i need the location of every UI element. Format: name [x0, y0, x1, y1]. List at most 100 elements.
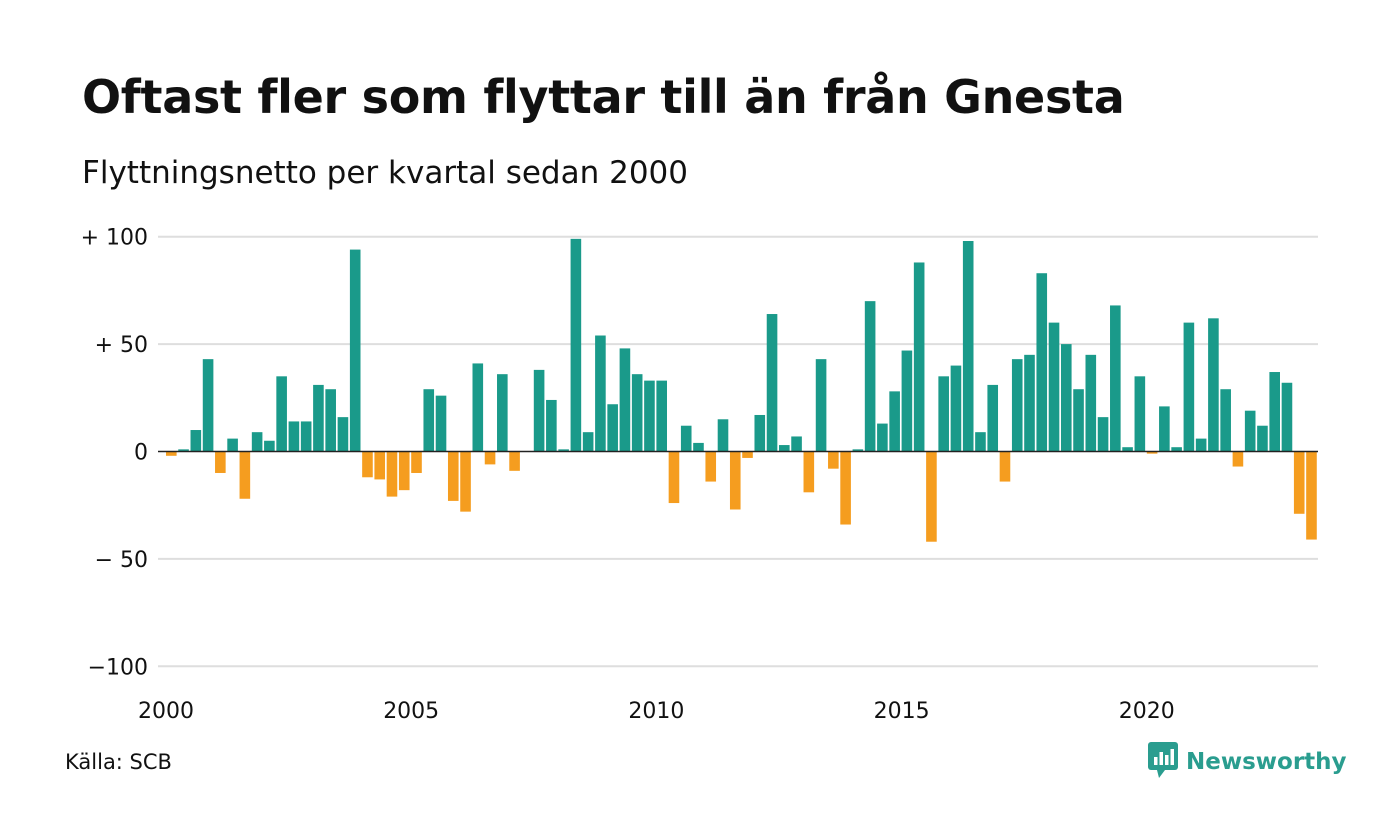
bar [460, 451, 471, 512]
y-tick-label: − 50 [95, 548, 148, 573]
page-subtitle: Flyttningsnetto per kvartal sedan 2000 [82, 155, 688, 191]
bar [889, 391, 900, 452]
bar [570, 238, 582, 452]
bar [300, 421, 312, 452]
chart-bubble-icon [1148, 742, 1178, 782]
bar [264, 440, 275, 452]
bar [1293, 451, 1305, 514]
bar [1097, 417, 1109, 452]
bar [362, 451, 373, 478]
bar [631, 374, 643, 452]
bar [962, 241, 974, 452]
bar [1281, 382, 1293, 452]
bar [1232, 451, 1244, 467]
x-tick-label: 2015 [874, 699, 930, 724]
bar [693, 442, 704, 452]
bar [1269, 372, 1280, 452]
brand-logo: Newsworthy [1148, 742, 1347, 782]
bar [1306, 451, 1317, 540]
y-tick-label: + 50 [95, 333, 148, 358]
bar [215, 451, 226, 473]
bar [926, 451, 937, 542]
bar [276, 376, 287, 452]
y-tick-labels: + 100 + 50 0 − 50 −100 [81, 226, 148, 681]
source-note: Källa: SCB [65, 750, 172, 774]
bar [1085, 354, 1097, 452]
bar [766, 314, 778, 452]
bar [313, 384, 324, 452]
x-tick-labels: 2000 2005 2010 2015 2020 [138, 699, 1175, 724]
bar [190, 430, 202, 452]
bar [227, 438, 238, 452]
bar [1110, 305, 1121, 452]
bar [398, 451, 410, 491]
bar [178, 449, 189, 452]
bar [1257, 425, 1268, 452]
bar [680, 425, 692, 452]
bar [1244, 410, 1256, 452]
bar [791, 436, 802, 452]
bar [864, 301, 876, 452]
y-tick-label: 0 [134, 441, 148, 466]
bar [1122, 447, 1133, 452]
x-tick-label: 2005 [383, 699, 439, 724]
bar [828, 451, 839, 469]
bar [815, 359, 827, 452]
bar [435, 395, 447, 452]
bar [1159, 406, 1170, 452]
bar [337, 417, 349, 452]
bar [1024, 354, 1035, 452]
bar [472, 363, 484, 452]
bar [913, 262, 925, 452]
bar [288, 421, 300, 452]
bar [386, 451, 398, 497]
x-tick-label: 2010 [628, 699, 684, 724]
bars [166, 238, 1317, 542]
bar [742, 451, 753, 458]
bar [644, 380, 655, 452]
x-tick-label: 2020 [1119, 699, 1175, 724]
bar [202, 359, 214, 452]
bar [582, 432, 594, 452]
bar [1171, 447, 1182, 452]
bar [349, 249, 361, 452]
bar [619, 348, 631, 452]
bar [546, 399, 557, 452]
bar [1073, 389, 1084, 452]
bar [803, 451, 815, 493]
bar [975, 432, 986, 452]
bar [852, 449, 864, 452]
bar [447, 451, 459, 501]
page-title: Oftast fler som flyttar till än från Gne… [82, 70, 1125, 124]
bar [1036, 273, 1048, 452]
y-tick-label: + 100 [81, 226, 148, 251]
bar [558, 449, 569, 452]
bar [1134, 376, 1146, 452]
bar [668, 451, 680, 504]
bar [938, 376, 949, 452]
bar [754, 414, 766, 452]
bar [987, 384, 999, 452]
bar [705, 451, 717, 482]
bar [1220, 389, 1231, 452]
bar [374, 451, 386, 480]
x-tick-label: 2000 [138, 699, 194, 724]
bar [325, 389, 336, 452]
brand-name: Newsworthy [1186, 749, 1347, 775]
bar [999, 451, 1011, 482]
bar [411, 451, 422, 473]
bar [607, 404, 618, 452]
bar [166, 451, 177, 456]
bar [1195, 438, 1207, 452]
bar [251, 432, 263, 452]
bar [717, 419, 729, 452]
bar [509, 451, 520, 471]
bar [840, 451, 851, 525]
bar [656, 380, 667, 452]
bar [1060, 344, 1072, 452]
bar [779, 445, 790, 452]
bar [1011, 359, 1023, 452]
bar [877, 423, 888, 452]
